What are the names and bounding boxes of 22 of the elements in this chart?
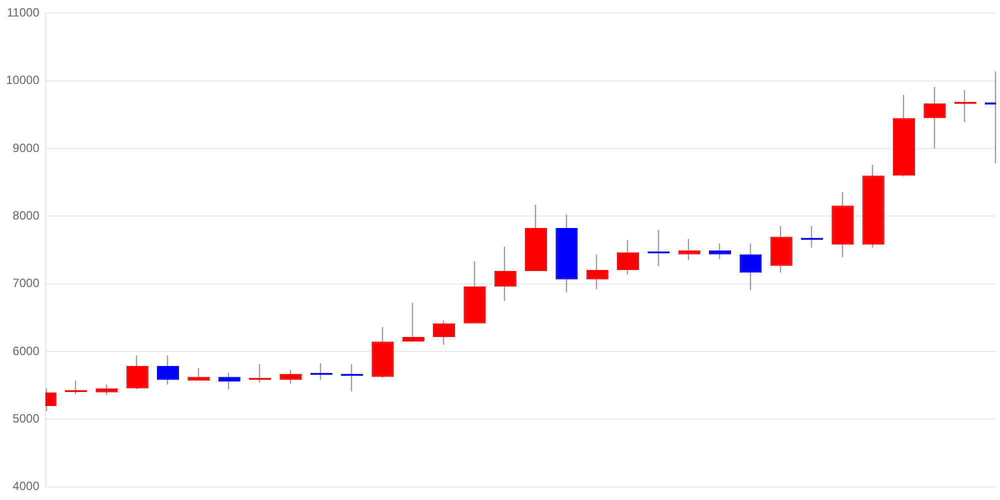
candlestick xyxy=(740,242,762,291)
candlestick xyxy=(616,239,640,276)
y-tick-label: 11000 xyxy=(6,6,40,20)
candlestick xyxy=(126,354,148,390)
y-tick-label: 4000 xyxy=(12,479,40,494)
candlestick xyxy=(280,369,302,384)
candlestick xyxy=(402,302,424,342)
y-tick-label: 8000 xyxy=(12,208,40,222)
candlestick xyxy=(586,254,608,290)
y-tick-label: 7000 xyxy=(12,276,40,290)
candlestick xyxy=(96,384,118,396)
candlestick xyxy=(218,372,240,390)
y-tick-label: 10000 xyxy=(6,73,40,88)
candlestick xyxy=(678,238,700,261)
y-tick-label: 9000 xyxy=(12,140,40,155)
candlestick xyxy=(924,86,946,150)
y-tick-label: 5000 xyxy=(12,411,40,426)
candlestick xyxy=(156,354,180,386)
candlestick xyxy=(494,246,516,302)
candlestick xyxy=(708,242,732,260)
candlestick xyxy=(432,320,456,346)
y-tick-label: 6000 xyxy=(12,344,40,358)
